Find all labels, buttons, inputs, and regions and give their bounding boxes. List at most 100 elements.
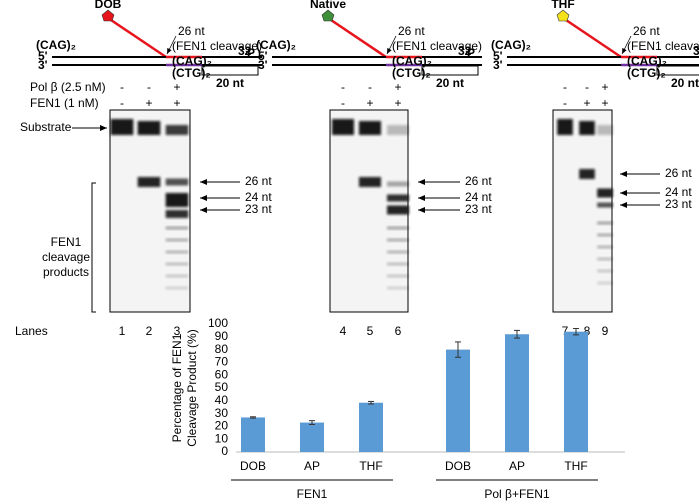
bar [241, 417, 265, 452]
flap-label: Native [310, 0, 346, 11]
template-repeat: (CTG)₂ [172, 66, 211, 80]
lane-number: 5 [367, 324, 374, 338]
template-repeat: (CTG)₂ [392, 66, 431, 80]
gel-band [387, 194, 409, 202]
gel-band [359, 177, 381, 187]
bar [300, 422, 324, 452]
lanes-label: Lanes [15, 324, 48, 338]
fen1-sign: + [366, 96, 373, 110]
fen1-sign: + [601, 96, 608, 110]
gel-band [387, 226, 409, 230]
gel-band [165, 178, 189, 186]
pol-beta-sign: + [173, 80, 180, 94]
three-prime: 3' [493, 58, 503, 72]
products-label: cleavage [42, 250, 90, 264]
five-prime: 5' [493, 49, 503, 63]
footprint: 20 nt [216, 76, 244, 90]
y-tick-label: 80 [215, 342, 229, 356]
gel-band [387, 205, 409, 215]
lane-number: 2 [146, 324, 153, 338]
gel-band [597, 125, 613, 135]
gel-band [165, 238, 189, 242]
gel-band [137, 121, 161, 135]
gel-band [165, 274, 189, 278]
lane-number: 3 [174, 324, 181, 338]
y-tick-label: 50 [215, 380, 229, 394]
gel-band [387, 181, 409, 187]
band-label: 26 nt [665, 166, 692, 180]
band-label: 23 nt [665, 197, 692, 211]
pol-beta-sign: - [585, 80, 589, 94]
label-mass: 32 [238, 44, 252, 58]
flap-strand [107, 16, 167, 59]
gel [552, 109, 613, 313]
cleavage-note: (FEN1 cleavage) [627, 39, 699, 53]
gel-band [597, 221, 613, 225]
cleavage-size: 26 nt [633, 24, 660, 38]
gel-band [165, 250, 189, 254]
lane-number: 9 [602, 324, 609, 338]
cleavage-size: 26 nt [178, 24, 205, 38]
gel-band [387, 262, 409, 266]
band-label: 24 nt [245, 190, 272, 204]
gel-band [579, 169, 595, 179]
fen1-sign: - [120, 96, 124, 110]
pol-beta-sign: - [563, 80, 567, 94]
gel-band [165, 286, 189, 290]
error-bar [309, 420, 315, 425]
flap-marker [556, 9, 570, 22]
flap-marker [101, 9, 115, 22]
band-label: 24 nt [465, 190, 492, 204]
cleavage-note: (FEN1 cleavage) [392, 39, 482, 53]
y-tick-label: 90 [215, 329, 229, 343]
gel-band [387, 274, 409, 278]
gel-band [597, 269, 613, 273]
left-repeat: (CAG)₂ [36, 38, 76, 52]
lane-number: 8 [584, 324, 591, 338]
flap-repeat: (CAG)₂ [392, 54, 432, 68]
products-bracket [91, 182, 96, 313]
label-mass: 32 [693, 44, 699, 58]
pol-beta-sign: - [368, 80, 372, 94]
flap-strand [562, 16, 622, 59]
gel-band [165, 125, 189, 135]
flap-repeat: (CAG)₂ [627, 54, 667, 68]
flap-marker [321, 9, 335, 22]
label-element: P [467, 46, 475, 60]
y-tick-label: 70 [215, 355, 229, 369]
gel-band [165, 262, 189, 266]
fen1-sign: + [394, 96, 401, 110]
products-label: FEN1 [51, 235, 82, 249]
products-label: products [43, 265, 89, 279]
template-repeat: (CTG)₂ [627, 66, 666, 80]
flap-repeat: (CAG)₂ [172, 54, 212, 68]
error-bar [514, 329, 520, 339]
x-tick-label: DOB [445, 459, 471, 473]
gel-band [165, 226, 189, 230]
bar [505, 334, 529, 452]
bar [359, 402, 383, 452]
pol-beta-sign: - [120, 80, 124, 94]
y-tick-label: 10 [215, 431, 229, 445]
y-tick-label: 60 [215, 367, 229, 381]
footprint-box [201, 65, 259, 76]
gel-band [557, 119, 573, 135]
lane-number: 7 [562, 324, 569, 338]
left-repeat: (CAG)₂ [491, 38, 531, 52]
footprint-box [421, 65, 479, 76]
flap-strand [327, 16, 387, 59]
band-label: 26 nt [465, 174, 492, 188]
y-axis-title: Percentage of FEN1 [170, 333, 184, 442]
gel-band [579, 121, 595, 135]
substrate-label: Substrate [20, 120, 72, 134]
group-label: FEN1 [297, 487, 328, 501]
gel-band [597, 202, 613, 208]
gel-band [387, 238, 409, 242]
cleavage-arrow [386, 35, 397, 55]
x-tick-label: DOB [240, 459, 266, 473]
five-prime: 5' [38, 49, 48, 63]
pol-beta-sign: - [147, 80, 151, 94]
x-tick-label: AP [304, 459, 320, 473]
fen1-sign: + [173, 96, 180, 110]
